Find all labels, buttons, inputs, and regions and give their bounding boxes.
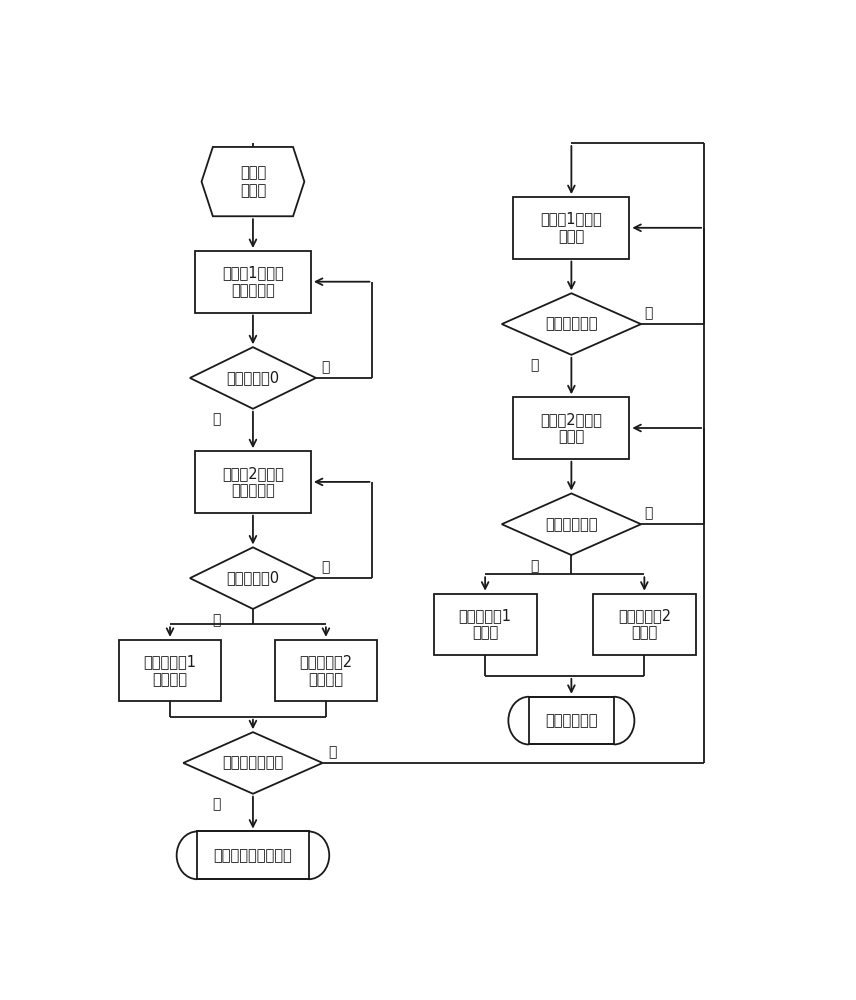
Text: 故障报警，停止流程: 故障报警，停止流程 (214, 848, 292, 863)
Text: 阀侧电压为0: 阀侧电压为0 (226, 571, 280, 586)
Text: 否: 否 (645, 506, 653, 520)
Polygon shape (502, 493, 641, 555)
Polygon shape (201, 147, 305, 216)
Polygon shape (183, 732, 323, 794)
FancyBboxPatch shape (514, 197, 629, 259)
Text: 是: 是 (212, 613, 221, 627)
Text: 是: 是 (531, 559, 539, 573)
Text: 否: 否 (645, 306, 653, 320)
FancyBboxPatch shape (119, 640, 222, 701)
Text: 串联侧2线路潮
流转移: 串联侧2线路潮 流转移 (540, 412, 603, 444)
Text: 闭锁串联侧1
换流器: 闭锁串联侧1 换流器 (459, 608, 512, 641)
Text: 否: 否 (321, 360, 330, 374)
FancyBboxPatch shape (434, 594, 537, 655)
Text: 潮流转移完成: 潮流转移完成 (545, 517, 597, 532)
FancyBboxPatch shape (529, 697, 614, 744)
Text: 是: 是 (212, 413, 221, 427)
Text: 串联侧1线路潮
流转移: 串联侧1线路潮 流转移 (540, 212, 603, 244)
Text: 潮流转移完成: 潮流转移完成 (545, 317, 597, 332)
Text: 停机流程结束: 停机流程结束 (545, 713, 597, 728)
Text: 串联侧1降低阀
侧输出电压: 串联侧1降低阀 侧输出电压 (222, 265, 284, 298)
FancyBboxPatch shape (593, 594, 696, 655)
FancyBboxPatch shape (197, 831, 309, 879)
Polygon shape (190, 547, 316, 609)
Text: 闭合串联侧2
旁路开关: 闭合串联侧2 旁路开关 (300, 654, 353, 687)
Text: 否: 否 (321, 560, 330, 574)
FancyBboxPatch shape (195, 451, 311, 513)
Text: 是: 是 (531, 359, 539, 373)
Text: 阀侧电压为0: 阀侧电压为0 (226, 370, 280, 385)
Text: 闭锁串联侧2
换流器: 闭锁串联侧2 换流器 (618, 608, 671, 641)
Text: 否: 否 (212, 798, 221, 812)
Text: 串联侧2降低阀
侧输出电压: 串联侧2降低阀 侧输出电压 (222, 466, 284, 498)
Polygon shape (190, 347, 316, 409)
FancyBboxPatch shape (275, 640, 377, 701)
Text: 闭合串联侧1
旁路开关: 闭合串联侧1 旁路开关 (144, 654, 197, 687)
FancyBboxPatch shape (195, 251, 311, 312)
Text: 旁路开关闭合？: 旁路开关闭合？ (223, 755, 283, 770)
Polygon shape (502, 293, 641, 355)
FancyBboxPatch shape (514, 397, 629, 459)
Text: 停机流
程开始: 停机流 程开始 (240, 165, 266, 198)
Text: 是: 是 (328, 745, 336, 759)
